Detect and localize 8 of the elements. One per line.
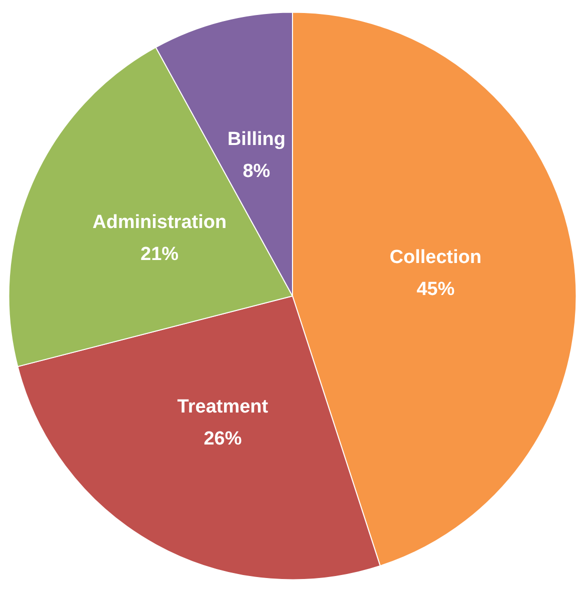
data-label: 8% <box>242 161 270 182</box>
data-label: 21% <box>140 244 179 265</box>
slice-label: Billing <box>227 129 286 150</box>
slice-label: Treatment <box>177 396 269 418</box>
slice-label: Administration <box>92 212 227 233</box>
data-label: 26% <box>204 428 242 450</box>
data-label: 45% <box>416 278 455 300</box>
slice-label: Collection <box>390 246 482 268</box>
